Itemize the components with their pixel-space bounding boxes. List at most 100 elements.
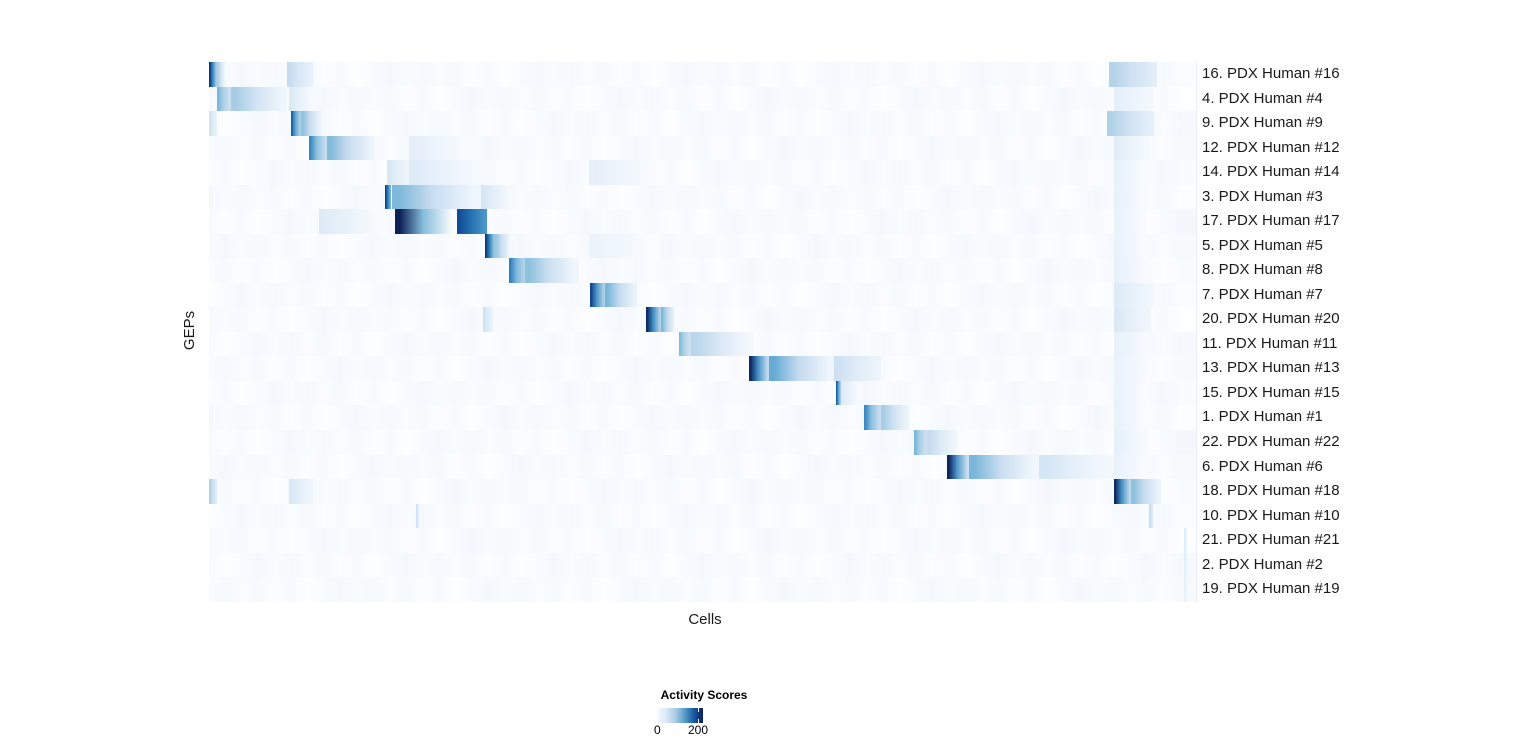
heatmap-plot-area (209, 62, 1196, 602)
heatmap-row (209, 184, 1196, 210)
heatmap-row-background (209, 528, 1196, 553)
heatmap-row-background (209, 111, 1196, 136)
heatmap-block (289, 86, 309, 112)
heatmap-row-background (209, 552, 1196, 578)
heatmap-block (319, 209, 384, 234)
heatmap-row (209, 86, 1196, 112)
colorbar-tick-top (698, 708, 699, 712)
heatmap-row (209, 528, 1196, 553)
heatmap-row (209, 479, 1196, 504)
colorbar-gradient-wrap (656, 708, 703, 723)
heatmap-row-background (209, 307, 1196, 332)
heatmap-block (1107, 111, 1154, 136)
heatmap-block (209, 479, 217, 504)
heatmap-block (509, 258, 525, 283)
heatmap-block (1114, 160, 1147, 185)
heatmap-block (231, 86, 287, 112)
heatmap-row (209, 429, 1196, 455)
gep-row-label: 18. PDX Human #18 (1202, 482, 1340, 500)
heatmap-block (1114, 135, 1149, 161)
gep-row-label: 22. PDX Human #22 (1202, 432, 1340, 450)
heatmap-block (1039, 454, 1112, 480)
heatmap-row (209, 380, 1196, 406)
heatmap-block (1114, 429, 1149, 455)
heatmap-block (209, 62, 217, 87)
heatmap-row-background (209, 356, 1196, 381)
heatmap-block (217, 62, 225, 87)
gep-row-label: 5. PDX Human #5 (1202, 236, 1323, 254)
y-axis-label-text: GEPs (181, 310, 199, 350)
heatmap-block (1184, 577, 1187, 602)
colorbar-tick-bottom (698, 719, 699, 723)
heatmap-block (1114, 233, 1149, 259)
heatmap-block (483, 307, 493, 332)
plot-right-border (1196, 62, 1197, 602)
heatmap-row-background (209, 258, 1196, 283)
heatmap-block (209, 111, 217, 136)
heatmap-row-background (209, 62, 1196, 87)
colorbar-gradient (656, 708, 703, 723)
heatmap-block (691, 331, 754, 357)
colorbar-title: Activity Scores (660, 688, 748, 702)
heatmap-row-background (209, 233, 1196, 259)
heatmap-block (385, 184, 391, 210)
heatmap-block (590, 282, 605, 308)
y-axis-label: GEPs (170, 290, 210, 370)
heatmap-block (947, 454, 969, 480)
heatmap-block (409, 135, 469, 161)
heatmap-block (589, 233, 659, 259)
heatmap-block (327, 135, 374, 161)
gep-row-label: 17. PDX Human #17 (1202, 212, 1340, 230)
heatmap-block (1109, 62, 1157, 87)
heatmap-block (457, 209, 487, 234)
x-axis-label: Cells (605, 611, 805, 628)
heatmap-row (209, 307, 1196, 332)
heatmap-block (1114, 209, 1147, 234)
gep-row-label: 1. PDX Human #1 (1202, 408, 1323, 426)
heatmap-row (209, 454, 1196, 480)
gep-row-label: 11. PDX Human #11 (1202, 334, 1338, 352)
heatmap-row (209, 160, 1196, 185)
colorbar-tick-labels: 0 200 (650, 723, 750, 739)
heatmap-row-background (209, 282, 1196, 308)
gep-row-label-list: 16. PDX Human #16 4. PDX Human #4 9. PDX H… (1202, 62, 1532, 602)
heatmap-block (914, 429, 927, 455)
heatmap-block (1184, 528, 1187, 553)
gep-row-label: 7. PDX Human #7 (1202, 285, 1323, 303)
heatmap-block (392, 184, 481, 210)
heatmap-block (495, 233, 509, 259)
heatmap-block (217, 86, 231, 112)
colorbar-tick-label-high: 200 (688, 723, 709, 737)
heatmap-row (209, 503, 1196, 529)
heatmap-row (209, 62, 1196, 87)
heatmap-block (1114, 356, 1151, 381)
heatmap-row (209, 331, 1196, 357)
heatmap-block (291, 111, 301, 136)
gep-row-label: 13. PDX Human #13 (1202, 359, 1340, 377)
heatmap-row (209, 552, 1196, 578)
gep-row-label: 21. PDX Human #21 (1202, 531, 1340, 549)
heatmap-block (605, 282, 637, 308)
heatmap-row-background (209, 380, 1196, 406)
heatmap-row (209, 233, 1196, 259)
heatmap-block (1114, 331, 1151, 357)
heatmap-block (1114, 405, 1149, 430)
heatmap-block (749, 356, 769, 381)
heatmap-block (834, 356, 881, 381)
heatmap-block (769, 356, 834, 381)
heatmap-block (969, 454, 1039, 480)
gep-row-label: 10. PDX Human #10 (1202, 506, 1340, 524)
heatmap-row (209, 209, 1196, 234)
heatmap-block (287, 62, 313, 87)
heatmap-row-background (209, 184, 1196, 210)
gep-row-label: 15. PDX Human #15 (1202, 383, 1340, 401)
heatmap-block (1114, 282, 1154, 308)
gep-row-label: 19. PDX Human #19 (1202, 580, 1340, 598)
heatmap-block (485, 233, 495, 259)
heatmap-row (209, 135, 1196, 161)
heatmap-block (646, 307, 661, 332)
heatmap-block (841, 380, 857, 406)
heatmap-row (209, 258, 1196, 283)
gep-row-label: 4. PDX Human #4 (1202, 89, 1323, 107)
